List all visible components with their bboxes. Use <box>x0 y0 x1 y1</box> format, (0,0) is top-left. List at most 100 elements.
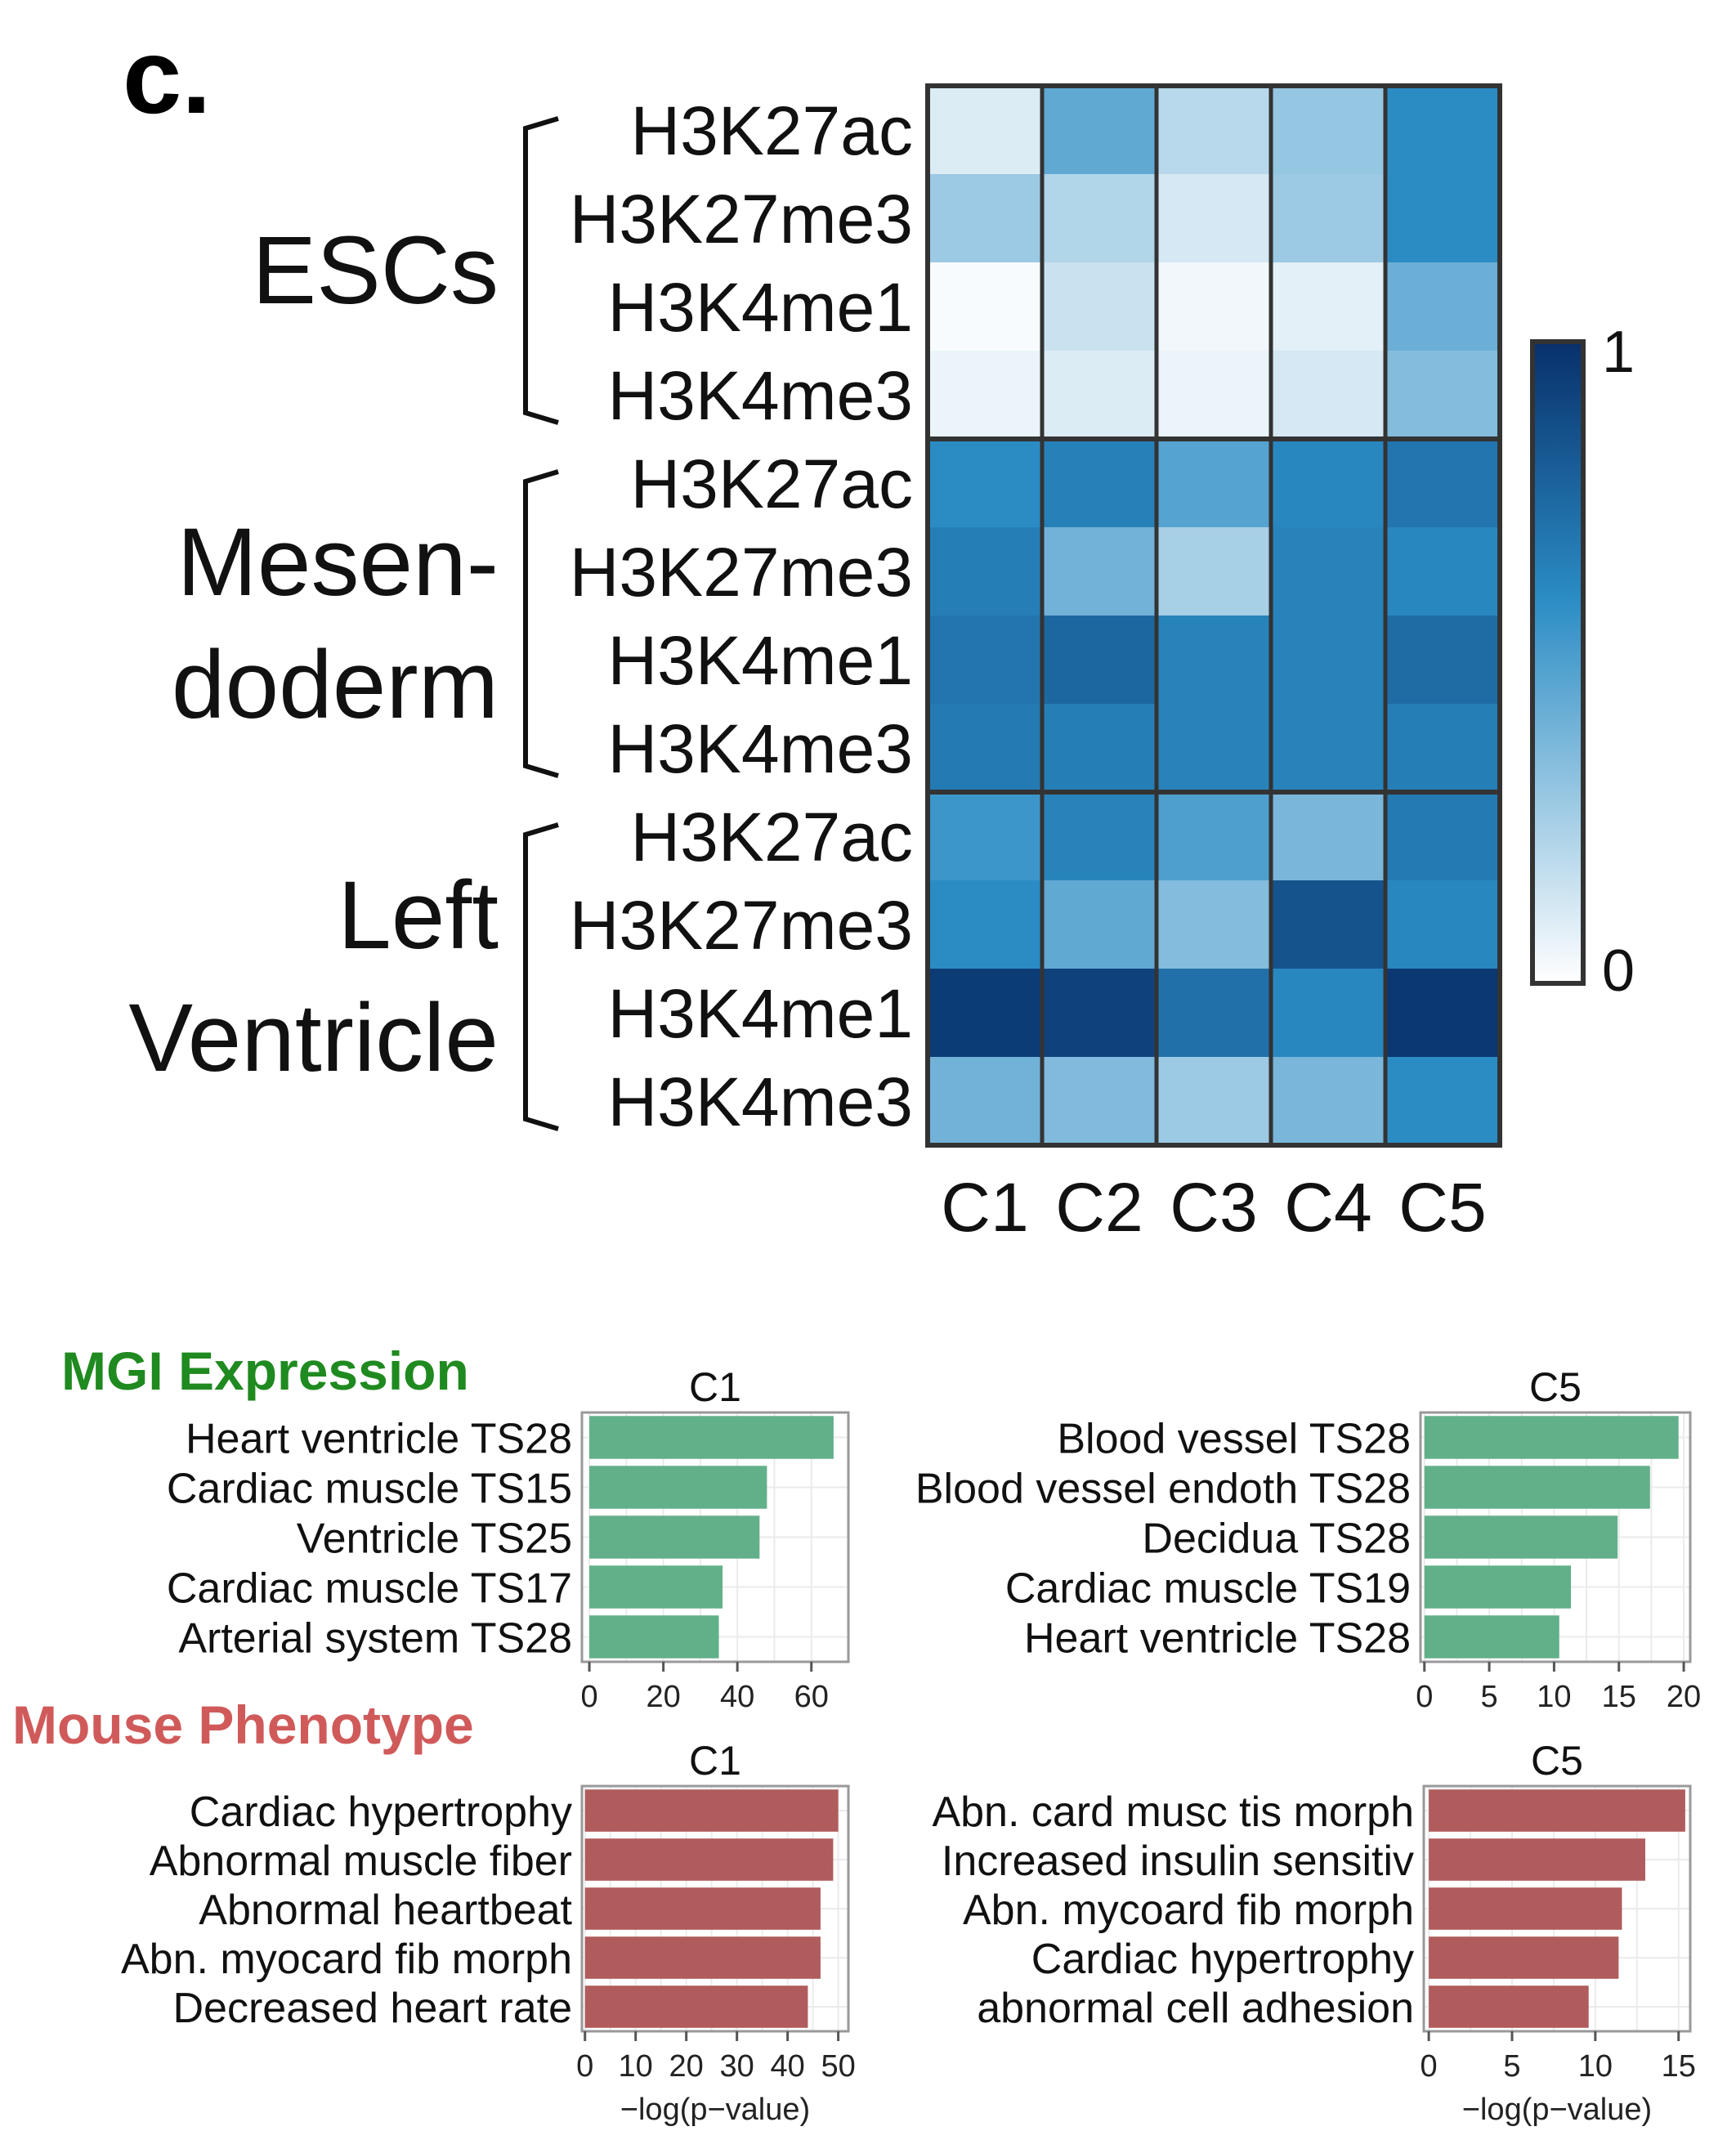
heatmap-cell <box>928 1057 1043 1146</box>
colorbar-min-label: 0 <box>1602 938 1635 1004</box>
heatmap-row-label: H3K4me3 <box>607 1063 913 1140</box>
heatmap-cell <box>928 880 1043 969</box>
heatmap-cell <box>1385 969 1501 1058</box>
bar <box>584 1789 839 1832</box>
category-label: Abnormal muscle fiber <box>150 1838 572 1885</box>
heatmap-cell <box>1385 792 1501 881</box>
heatmap-cell <box>1042 1057 1157 1146</box>
x-tick-label: 20 <box>1667 1680 1701 1714</box>
group-bracket <box>523 822 559 1131</box>
group-bracket <box>523 469 559 778</box>
heatmap-row-label: H3K4me1 <box>607 269 913 346</box>
heatmap-cell <box>1271 1057 1386 1146</box>
group-name-label: Mesen- <box>177 508 499 616</box>
heatmap-column-label: C1 <box>941 1169 1028 1246</box>
group-name-label: Ventricle <box>128 984 499 1092</box>
group-name-label: Left <box>338 862 499 969</box>
bar <box>589 1515 760 1559</box>
heatmap-cell <box>1271 616 1386 705</box>
bar <box>1429 1838 1645 1881</box>
category-label: Abnormal heartbeat <box>199 1887 572 1934</box>
heatmap-row-label: H3K27ac <box>630 92 913 169</box>
x-tick-label: 20 <box>669 2049 704 2084</box>
heatmap-cell <box>1042 174 1157 263</box>
heatmap-cell <box>1385 527 1501 616</box>
heatmap-cell <box>1157 527 1272 616</box>
bar-charts: MGI Expression Heart ventricle TS28 Cardia… <box>12 1341 1701 2127</box>
x-tick-label: 5 <box>1481 1680 1498 1714</box>
heatmap-row-label: H3K27me3 <box>570 887 913 964</box>
heatmap-column-label: C2 <box>1055 1169 1143 1246</box>
category-label: Cardiac muscle TS19 <box>1005 1565 1411 1613</box>
heatmap-cell <box>928 262 1043 351</box>
heatmap-cell <box>928 527 1043 616</box>
heatmap-cell <box>1385 174 1501 263</box>
heatmap-cell <box>1042 704 1157 793</box>
heatmap-cell <box>1042 616 1157 705</box>
heatmap-cell <box>928 792 1043 881</box>
x-tick-label: 5 <box>1503 2049 1520 2084</box>
x-tick-label: 30 <box>720 2049 754 2084</box>
heatmap-row-label: H3K4me1 <box>607 622 913 699</box>
heatmap-cell <box>1271 86 1386 175</box>
heatmap-cell <box>928 351 1043 440</box>
bar <box>1429 1936 1619 1979</box>
heatmap-cell <box>1385 1057 1501 1146</box>
x-tick-label: 0 <box>580 1680 597 1714</box>
heatmap-cell <box>1042 527 1157 616</box>
bar <box>1424 1565 1572 1609</box>
heatmap-cell <box>1157 1057 1272 1146</box>
section-title: Mouse Phenotype <box>12 1695 474 1755</box>
x-tick-label: 40 <box>770 2049 804 2084</box>
category-label: Decreased heart rate <box>173 1985 573 2032</box>
heatmap-cell <box>1157 792 1272 881</box>
heatmap-cell <box>928 174 1043 263</box>
bar <box>1424 1615 1559 1659</box>
bar <box>589 1615 719 1659</box>
heatmap-cell <box>928 704 1043 793</box>
bar <box>1429 1986 1589 2028</box>
x-tick-label: 10 <box>619 2049 653 2084</box>
category-label: Heart ventricle TS28 <box>186 1416 572 1463</box>
bar <box>1424 1416 1679 1459</box>
x-tick-label: 0 <box>1416 1680 1433 1714</box>
heatmap-row-label: H3K27ac <box>630 445 913 522</box>
heatmap-cell <box>1385 616 1501 705</box>
heatmap-cell <box>1271 792 1386 881</box>
heatmap-cell <box>1042 86 1157 175</box>
heatmap-column-label: C3 <box>1170 1169 1257 1246</box>
x-axis-label: −log(p−value) <box>620 2093 810 2127</box>
heatmap-cell <box>1385 704 1501 793</box>
category-label: abnormal cell adhesion <box>977 1985 1414 2032</box>
group-name-label: doderm <box>172 631 499 739</box>
section-title: MGI Expression <box>61 1341 469 1401</box>
heatmap-cell <box>1042 792 1157 881</box>
bar <box>1429 1887 1622 1930</box>
category-label: Cardiac hypertrophy <box>190 1789 572 1836</box>
x-tick-label: 15 <box>1662 2049 1696 2084</box>
category-label: Blood vessel endoth TS28 <box>915 1466 1411 1513</box>
heatmap-row-label: H3K27me3 <box>570 534 913 611</box>
heatmap-cell <box>1271 704 1386 793</box>
category-label: Ventricle TS25 <box>297 1515 572 1563</box>
bar <box>584 1838 834 1881</box>
x-tick-label: 40 <box>720 1680 754 1714</box>
heatmap-row-label: H3K4me3 <box>607 710 913 787</box>
category-label: Abn. card musc tis morph <box>932 1789 1414 1836</box>
bar <box>589 1466 767 1509</box>
heatmap-row-label: H3K27ac <box>630 799 913 875</box>
heatmap-cell <box>1157 969 1272 1058</box>
category-label: Cardiac hypertrophy <box>1031 1936 1414 1983</box>
category-label: Abn. myocard fib morph <box>121 1936 572 1983</box>
heatmap-cell <box>1157 616 1272 705</box>
plot-frame <box>580 1411 850 1663</box>
bar <box>584 1936 821 1979</box>
x-axis-label: −log(p−value) <box>1462 2093 1652 2127</box>
heatmap-cell <box>1271 351 1386 440</box>
bar <box>584 1986 808 2028</box>
heatmap-column-label: C4 <box>1284 1169 1371 1246</box>
